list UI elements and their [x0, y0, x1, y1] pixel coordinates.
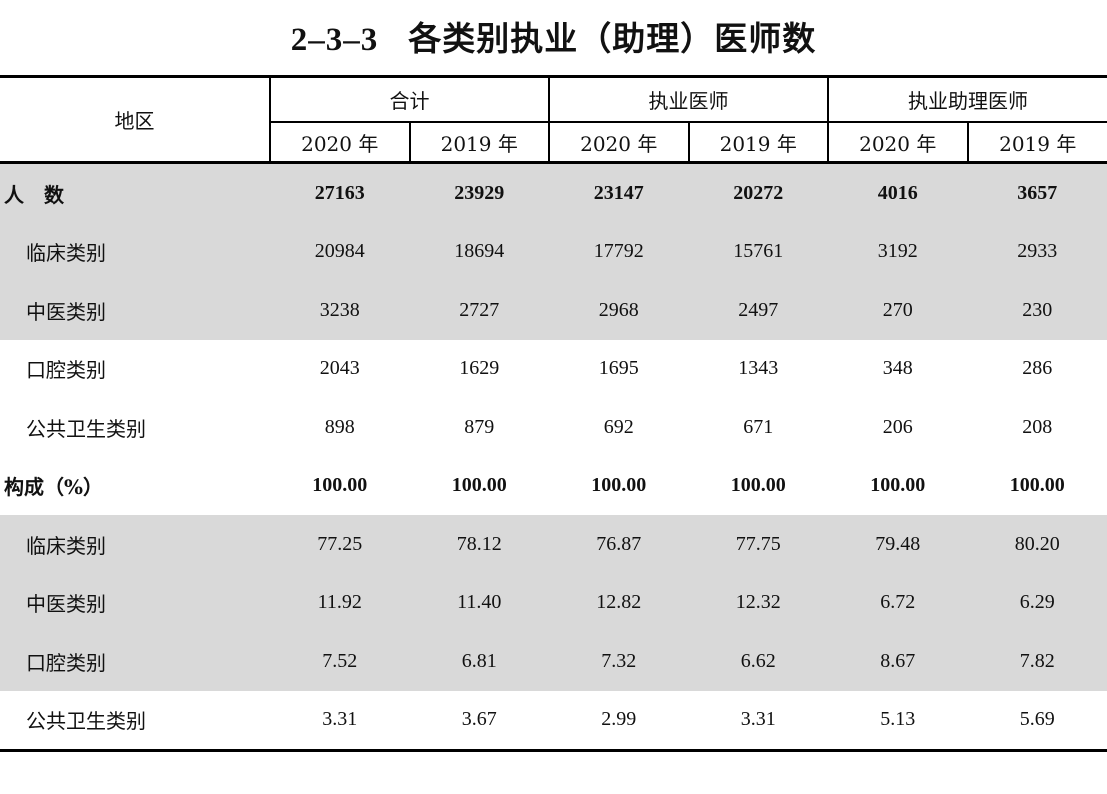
table-cell: 348 — [882, 357, 913, 380]
table-cell: 77.25 — [270, 515, 410, 574]
table-cell: 100.00 — [591, 474, 647, 497]
table-cell: 100.00 — [451, 474, 507, 497]
table-cell: 23929 — [409, 162, 549, 223]
table-cell: 7.52 — [270, 632, 410, 691]
table-cell: 6.72 — [828, 573, 968, 632]
group-header-assistant: 执业助理医师 — [828, 76, 1107, 123]
table-row: 人 数 27163 23929 23147 20272 4016 3657 — [0, 162, 1107, 223]
table-cell: 671 — [743, 415, 774, 438]
table-cell: 20272 — [688, 162, 828, 223]
row-label: 口腔类别 — [26, 358, 106, 383]
table-cell: 2497 — [688, 281, 828, 340]
table-number: 2–3–3 — [290, 22, 379, 58]
table-cell: 6.29 — [967, 573, 1107, 632]
table-cell: 27163 — [270, 162, 410, 223]
table-row: 公共卫生类别 898 879 692 671 206 208 — [0, 398, 1107, 457]
table-cell: 20984 — [270, 222, 410, 281]
page-title: 2–3–3 各类别执业（助理）医师数 — [0, 12, 1107, 60]
table-cell: 879 — [464, 415, 495, 438]
year-header: 2019 年 — [409, 122, 550, 164]
table-cell: 1343 — [738, 357, 779, 380]
table-cell: 2968 — [549, 281, 689, 340]
region-header: 地区 — [0, 76, 271, 164]
table-cell: 80.20 — [967, 515, 1107, 574]
table-row: 临床类别 20984 18694 17792 15761 3192 2933 — [0, 222, 1107, 281]
group-header-physician: 执业医师 — [549, 76, 829, 123]
table-cell: 79.48 — [828, 515, 968, 574]
table-cell: 898 — [324, 415, 355, 438]
table-row: 中医类别 3238 2727 2968 2497 270 230 — [0, 281, 1107, 340]
table-cell: 77.75 — [688, 515, 828, 574]
table-cell: 5.13 — [828, 690, 968, 752]
table-cell: 2.99 — [549, 690, 689, 752]
table-cell: 12.32 — [688, 573, 828, 632]
table-cell: 7.32 — [549, 632, 689, 691]
table-cell: 286 — [1022, 357, 1053, 380]
table-row: 构成（%） 100.00 100.00 100.00 100.00 100.00… — [0, 457, 1107, 516]
row-label: 中医类别 — [0, 281, 270, 340]
table-cell: 1695 — [598, 357, 639, 380]
table-row: 中医类别 11.92 11.40 12.82 12.32 6.72 6.29 — [0, 573, 1107, 632]
table-cell: 100.00 — [312, 474, 368, 497]
row-label: 构成（%） — [4, 475, 104, 500]
table-cell: 15761 — [688, 222, 828, 281]
table-cell: 2727 — [409, 281, 549, 340]
table-cell: 3657 — [967, 162, 1107, 223]
physician-table: 地区 合计 执业医师 执业助理医师 2020 年 2019 年 2020 年 2… — [0, 75, 1107, 752]
table-cell: 3238 — [270, 281, 410, 340]
table-cell: 6.81 — [409, 632, 549, 691]
year-header: 2019 年 — [688, 122, 829, 164]
table-cell: 12.82 — [549, 573, 689, 632]
table-row: 口腔类别 7.52 6.81 7.32 6.62 8.67 7.82 — [0, 632, 1107, 691]
table-cell: 100.00 — [870, 474, 926, 497]
table-cell: 100.00 — [730, 474, 786, 497]
year-header: 2019 年 — [967, 122, 1107, 164]
table-cell: 11.92 — [270, 573, 410, 632]
table-cell: 8.67 — [828, 632, 968, 691]
table-cell: 3.67 — [409, 690, 549, 752]
table-cell: 2933 — [967, 222, 1107, 281]
table-row: 公共卫生类别 3.31 3.67 2.99 3.31 5.13 5.69 — [0, 690, 1107, 752]
year-header: 2020 年 — [828, 122, 969, 164]
table-cell: 78.12 — [409, 515, 549, 574]
table-cell: 3.31 — [270, 690, 410, 752]
table-cell: 3192 — [828, 222, 968, 281]
year-header: 2020 年 — [270, 122, 411, 164]
table-row: 口腔类别 2043 1629 1695 1343 348 286 — [0, 340, 1107, 399]
row-label: 中医类别 — [0, 573, 270, 632]
table-cell: 1629 — [459, 357, 500, 380]
table-cell: 230 — [967, 281, 1107, 340]
table-cell: 18694 — [409, 222, 549, 281]
table-row: 临床类别 77.25 78.12 76.87 77.75 79.48 80.20 — [0, 515, 1107, 574]
table-cell: 17792 — [549, 222, 689, 281]
group-header-total: 合计 — [270, 76, 550, 123]
table-cell: 23147 — [549, 162, 689, 223]
table-cell: 206 — [882, 415, 913, 438]
table-cell: 5.69 — [967, 690, 1107, 752]
row-label: 人 数 — [0, 162, 270, 223]
table-cell: 692 — [603, 415, 634, 438]
row-label: 临床类别 — [0, 515, 270, 574]
table-cell: 270 — [828, 281, 968, 340]
table-cell: 100.00 — [1009, 474, 1065, 497]
row-label: 临床类别 — [0, 222, 270, 281]
row-label: 口腔类别 — [0, 632, 270, 691]
row-label: 公共卫生类别 — [0, 690, 270, 752]
table-cell: 3.31 — [688, 690, 828, 752]
table-cell: 6.62 — [688, 632, 828, 691]
year-header: 2020 年 — [549, 122, 690, 164]
row-label: 公共卫生类别 — [26, 416, 146, 441]
table-cell: 208 — [1022, 415, 1053, 438]
table-cell: 2043 — [319, 357, 360, 380]
table-cell: 11.40 — [409, 573, 549, 632]
table-cell: 7.82 — [967, 632, 1107, 691]
table-cell: 4016 — [828, 162, 968, 223]
table-cell: 76.87 — [549, 515, 689, 574]
table-title: 各类别执业（助理）医师数 — [408, 19, 817, 58]
